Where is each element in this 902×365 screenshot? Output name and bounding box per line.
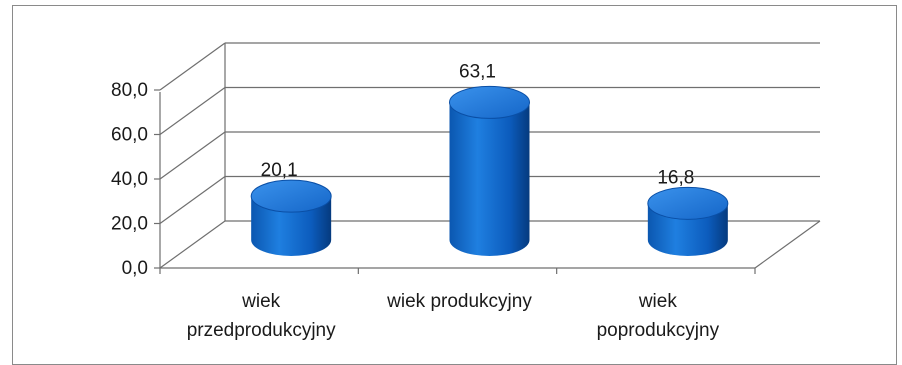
bar-top	[449, 85, 530, 119]
category-label: wiek	[241, 291, 281, 312]
axes-layer	[154, 43, 821, 274]
data-label: 20,1	[261, 160, 298, 181]
gridline-diagonal	[159, 176, 226, 224]
y-tick-label: 0,0	[122, 258, 148, 279]
data-label: 63,1	[459, 61, 496, 82]
bar-body	[251, 196, 332, 256]
category-label: wiek	[638, 291, 678, 312]
labels-layer: 0,0 20,0 40,0 60,0 80,0 20,1 63,1 16,8 wiek przed…	[111, 61, 720, 341]
bar-body	[449, 102, 530, 256]
category-label: poprodukcyjny	[597, 320, 720, 341]
gridline-diagonal	[159, 87, 226, 135]
y-tick-label: 20,0	[111, 214, 148, 235]
category-label: wiek produkcyjny	[386, 291, 532, 312]
y-tick-label: 60,0	[111, 125, 148, 146]
bar-top	[250, 179, 332, 213]
bar-2	[449, 85, 530, 256]
floor-right-edge	[754, 220, 821, 269]
category-label: przedprodukcyjny	[187, 320, 336, 341]
bars-layer	[250, 85, 729, 256]
bar-3	[647, 186, 729, 256]
data-label: 16,8	[657, 167, 694, 188]
bar-1	[250, 179, 332, 256]
gridline-diagonal	[159, 42, 226, 91]
gridline-diagonal	[159, 131, 226, 180]
bar-top	[647, 186, 729, 220]
gridline-diagonal	[159, 220, 226, 269]
y-tick-label: 40,0	[111, 169, 148, 190]
y-tick-label: 80,0	[111, 80, 148, 101]
